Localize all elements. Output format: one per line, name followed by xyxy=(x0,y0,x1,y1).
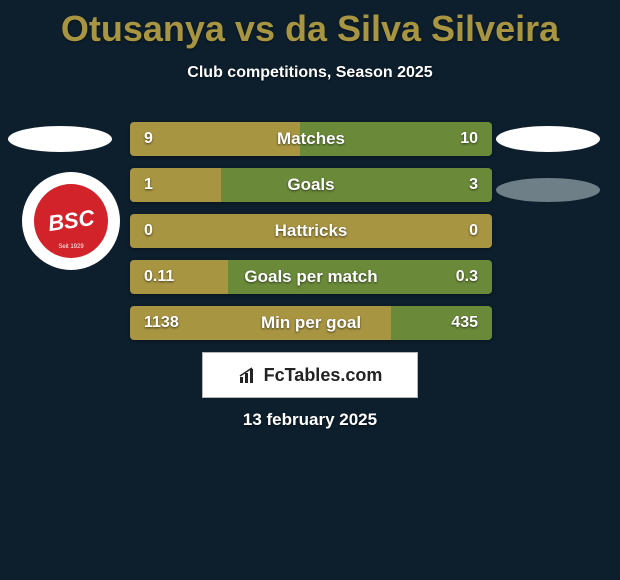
bar-value-left: 1138 xyxy=(144,306,179,340)
club-badge-inner: BSC Seit 1929 xyxy=(34,184,108,258)
page-title: Otusanya vs da Silva Silveira xyxy=(0,0,620,50)
brand-text: FcTables.com xyxy=(264,365,383,386)
brand-box[interactable]: FcTables.com xyxy=(202,352,418,398)
bar-value-left: 1 xyxy=(144,168,153,202)
bar-value-left: 0 xyxy=(144,214,153,248)
date-text: 13 february 2025 xyxy=(0,410,620,430)
stat-row: Goals per match0.11 0.3 xyxy=(130,260,492,294)
bar-value-right: 3 xyxy=(469,168,478,202)
bar-value-left: 0.11 xyxy=(144,260,174,294)
bar-label: Min per goal xyxy=(130,306,492,340)
stat-row: Min per goal1138 435 xyxy=(130,306,492,340)
bar-value-left: 9 xyxy=(144,122,153,156)
stat-row: Goals1 3 xyxy=(130,168,492,202)
bar-value-right: 0.3 xyxy=(456,260,478,294)
bar-label: Hattricks xyxy=(130,214,492,248)
club-badge: BSC Seit 1929 xyxy=(22,172,120,270)
club-badge-text: BSC xyxy=(46,207,95,235)
bar-label: Goals xyxy=(130,168,492,202)
bar-value-right: 435 xyxy=(451,306,478,340)
player-right-oval-2 xyxy=(496,178,600,202)
club-badge-sub: Seit 1929 xyxy=(58,244,83,250)
stat-row: Hattricks0 0 xyxy=(130,214,492,248)
subtitle: Club competitions, Season 2025 xyxy=(0,64,620,82)
chart-icon xyxy=(238,367,258,383)
stats-bars: Matches9 10 Goals1 3 Hattricks0 0 Goals per ma… xyxy=(130,122,492,352)
stat-row: Matches9 10 xyxy=(130,122,492,156)
bar-label: Matches xyxy=(130,122,492,156)
bar-value-right: 10 xyxy=(460,122,478,156)
bar-label: Goals per match xyxy=(130,260,492,294)
player-left-oval xyxy=(8,126,112,152)
player-right-oval-1 xyxy=(496,126,600,152)
bar-value-right: 0 xyxy=(469,214,478,248)
